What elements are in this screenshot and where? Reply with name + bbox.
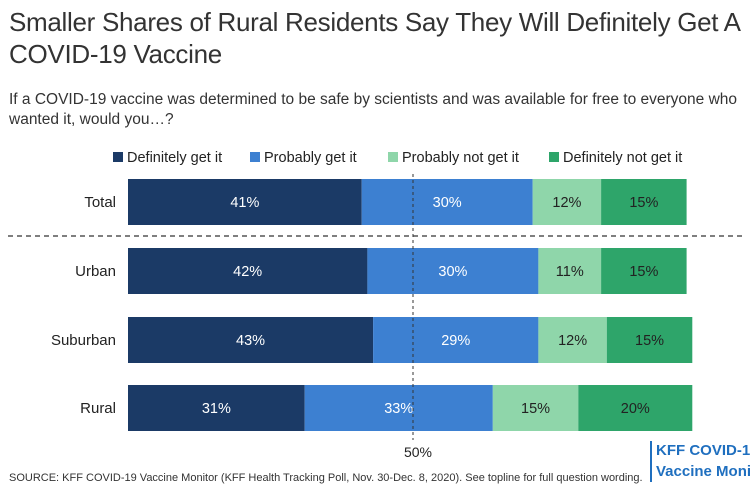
data-label: 15% (629, 195, 658, 211)
data-label: 15% (629, 264, 658, 280)
data-label: 30% (438, 264, 467, 280)
bar-segment (578, 385, 693, 431)
data-label: 15% (635, 333, 664, 349)
bar-segment (492, 385, 579, 431)
brand-accent-bar (650, 441, 652, 482)
chart-subtitle: If a COVID-19 vaccine was determined to … (9, 91, 738, 128)
legend-item: Probably get it (250, 148, 357, 168)
bar-segment (304, 385, 493, 431)
legend-item: Probably not get it (388, 148, 519, 168)
bar-segment (532, 179, 602, 225)
legend-label: Definitely get it (127, 150, 223, 166)
bar-segment (361, 179, 533, 225)
bar-segment (601, 179, 687, 225)
bar-segment (128, 248, 368, 294)
legend-swatch (113, 151, 123, 162)
data-label: 20% (621, 401, 650, 417)
kff-brand-logo: KFF COVID-19 Vaccine Monito (650, 440, 750, 482)
stacked-bar-chart: Total 41% 30% 12% 15% Urban 42% 30% 11% 15% Suburb… (8, 174, 742, 460)
bar-segment (601, 248, 687, 294)
data-label: 30% (433, 195, 462, 211)
legend-label: Probably get it (264, 150, 357, 166)
legend-swatch (549, 151, 559, 162)
data-label: 15% (521, 401, 550, 417)
source-note: SOURCE: KFF COVID-19 Vaccine Monitor (KF… (9, 472, 643, 484)
legend-item: Definitely not get it (549, 148, 682, 168)
bar-segment (606, 317, 693, 363)
category-label: Total (84, 194, 116, 211)
data-label: 12% (558, 333, 587, 349)
data-label: 42% (233, 264, 262, 280)
brand-line-2: Vaccine Monito (656, 463, 750, 480)
data-label: 29% (441, 333, 470, 349)
bar-segment (128, 317, 374, 363)
bar-segment (538, 317, 607, 363)
chart-title: Smaller Shares of Rural Residents Say Th… (9, 7, 740, 69)
category-label: Rural (80, 400, 116, 417)
bar-segment (367, 248, 539, 294)
bar-segment (128, 179, 362, 225)
legend-label: Definitely not get it (563, 150, 683, 166)
category-label: Urban (75, 263, 116, 280)
bar-segment (128, 385, 305, 431)
legend-label: Probably not get it (402, 150, 519, 166)
category-label: Suburban (51, 332, 116, 349)
data-label: 31% (202, 401, 231, 417)
data-label: 41% (230, 195, 259, 211)
data-label: 11% (556, 264, 584, 280)
data-label: 43% (236, 333, 265, 349)
brand-line-1: KFF COVID-19 (656, 442, 750, 459)
legend-item: Definitely get it (113, 148, 222, 168)
bar-segment (373, 317, 539, 363)
legend-swatch (388, 151, 398, 162)
bar-segment (538, 248, 602, 294)
data-label: 12% (552, 195, 581, 211)
data-label: 33% (384, 401, 413, 417)
legend-swatch (250, 151, 260, 162)
chart-legend: Definitely get it Probably get it Probably… (0, 148, 750, 168)
reference-line-label: 50% (404, 444, 432, 460)
